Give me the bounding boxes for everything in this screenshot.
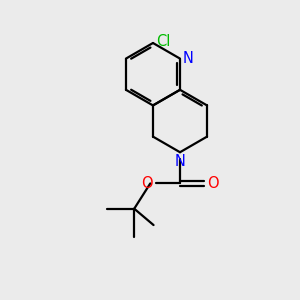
- Text: O: O: [207, 176, 219, 191]
- Text: Cl: Cl: [157, 34, 171, 49]
- Text: N: N: [182, 51, 193, 66]
- Text: O: O: [141, 176, 153, 191]
- Text: N: N: [175, 154, 185, 169]
